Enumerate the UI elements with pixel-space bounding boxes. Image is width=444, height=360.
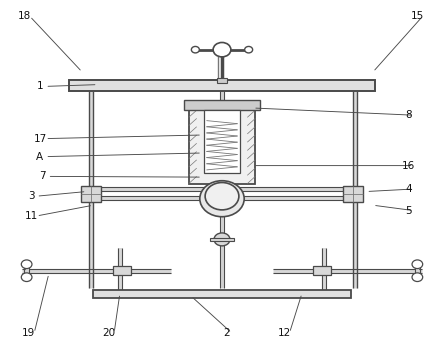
Circle shape <box>214 233 230 246</box>
Bar <box>81 186 101 202</box>
Text: A: A <box>36 152 44 162</box>
Circle shape <box>213 42 231 57</box>
Bar <box>313 266 331 275</box>
Text: 15: 15 <box>411 11 424 21</box>
Bar <box>93 290 351 298</box>
Circle shape <box>205 183 239 210</box>
Circle shape <box>191 46 199 53</box>
Text: 12: 12 <box>278 328 291 338</box>
Bar <box>113 266 131 275</box>
Text: 5: 5 <box>405 206 412 216</box>
Circle shape <box>412 260 423 269</box>
Bar <box>217 78 227 83</box>
Text: 20: 20 <box>102 328 115 338</box>
Circle shape <box>245 46 253 53</box>
Text: 18: 18 <box>18 11 31 21</box>
Circle shape <box>21 260 32 269</box>
Text: 8: 8 <box>405 110 412 120</box>
Text: 3: 3 <box>28 191 34 201</box>
Bar <box>184 100 260 110</box>
Text: 11: 11 <box>24 211 38 221</box>
Bar <box>69 80 375 91</box>
Text: 19: 19 <box>22 328 36 338</box>
Bar <box>204 110 240 173</box>
Bar <box>343 186 363 202</box>
Text: 7: 7 <box>39 171 45 181</box>
Text: 4: 4 <box>405 184 412 194</box>
Text: 2: 2 <box>223 328 230 338</box>
Circle shape <box>200 181 244 217</box>
Circle shape <box>412 273 423 282</box>
Bar <box>210 238 234 241</box>
Text: 16: 16 <box>402 161 415 171</box>
Bar <box>189 101 255 184</box>
Text: 17: 17 <box>33 134 47 144</box>
Text: 1: 1 <box>37 81 43 91</box>
Circle shape <box>21 273 32 282</box>
